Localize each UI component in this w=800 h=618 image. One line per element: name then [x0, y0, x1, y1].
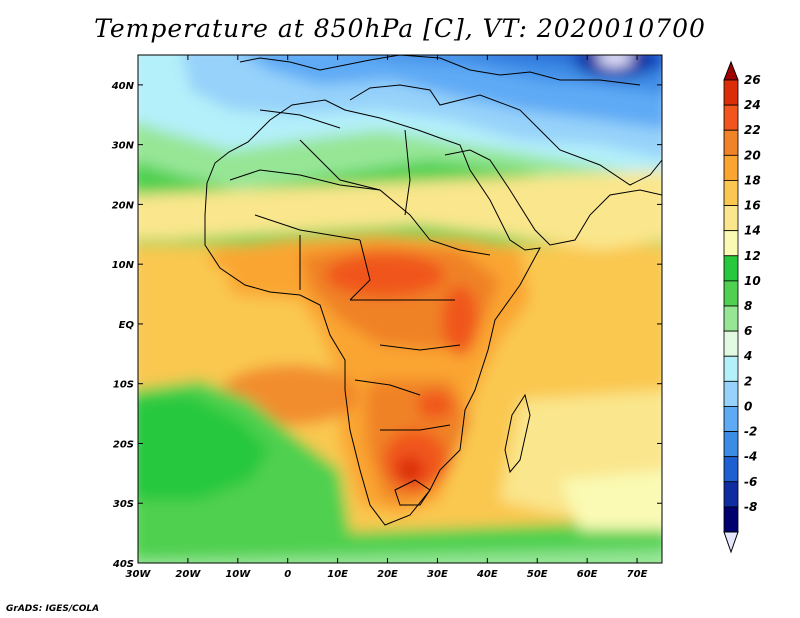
colorbar-label: 20 — [744, 148, 761, 162]
lat-tick-label: 40N — [111, 81, 135, 92]
colorbar-box — [723, 104, 739, 131]
lat-tick-label: 20S — [113, 439, 134, 450]
colorbar-box — [723, 280, 739, 307]
colorbar-label: 6 — [744, 324, 752, 338]
colorbar-box — [723, 431, 739, 458]
colorbar-label: -4 — [744, 450, 757, 464]
colorbar-max-arrow — [723, 60, 739, 81]
lon-tick-label: 40E — [476, 569, 498, 580]
colorbar-label: -2 — [744, 425, 757, 439]
lat-tick-label: 10S — [113, 380, 134, 391]
colorbar-label: 16 — [744, 199, 761, 213]
colorbar-label: 18 — [744, 173, 761, 187]
colorbar-box — [723, 406, 739, 432]
colorbar-label: 26 — [744, 73, 761, 87]
lat-tick-label: 30N — [112, 141, 135, 152]
colorbar-box — [723, 355, 739, 382]
map-title: Temperature at 850hPa [C], VT: 202001070… — [94, 14, 706, 43]
colorbar-box — [723, 456, 739, 483]
colorbar-box — [723, 79, 739, 106]
lon-tick-label: 30E — [427, 569, 448, 580]
lon-tick-label: 20W — [175, 569, 201, 580]
colorbar-label: 2 — [744, 374, 752, 388]
lat-tick-label: 30S — [113, 499, 134, 510]
colorbar-label: 8 — [744, 299, 752, 313]
colorbar-box — [723, 129, 739, 156]
lon-tick-label: 50E — [527, 569, 548, 580]
lon-tick-label: 20E — [377, 569, 398, 580]
colorbar-label: 22 — [744, 123, 761, 137]
colorbar-label: 4 — [743, 349, 752, 363]
colorbar-box — [723, 380, 739, 407]
lon-tick-label: 60E — [577, 569, 598, 580]
colorbar-box — [723, 154, 739, 181]
colorbar-box — [723, 481, 739, 508]
coastlines — [204, 55, 662, 526]
colorbar-label: 14 — [744, 224, 761, 238]
credit-text: GrADS: IGES/COLA — [6, 604, 100, 614]
colorbar-label: 0 — [744, 399, 752, 413]
colorbar-label: 10 — [744, 274, 761, 288]
lon-tick-label: 30W — [126, 569, 152, 580]
colorbar-label: 24 — [744, 98, 761, 112]
colorbar-box — [723, 255, 739, 282]
colorbar-box — [723, 205, 739, 232]
colorbar-min-arrow — [723, 531, 739, 554]
colorbar-box — [723, 330, 739, 357]
colorbar-box — [723, 180, 739, 206]
lon-tick-label: 0 — [284, 569, 291, 580]
colorbar-box — [723, 230, 739, 257]
colorbar-label: -6 — [744, 475, 757, 489]
colorbar-label: 12 — [744, 249, 761, 263]
lat-tick-label: 20N — [112, 200, 135, 211]
lat-tick-label: 40S — [112, 559, 134, 570]
map-frame — [137, 54, 663, 564]
colorbar-box — [723, 305, 739, 332]
lat-tick-label: EQ — [119, 320, 135, 331]
lat-tick-label: 10N — [112, 260, 135, 271]
lon-tick-label: 10W — [225, 569, 251, 580]
colorbar-label: -8 — [744, 500, 757, 514]
axis-ticks: 30W 20W 10W 0 10E 20E 30E 40E 50E 60E 70E 40N 30N 20N… — [111, 55, 662, 580]
lon-tick-label: 70E — [627, 569, 648, 580]
temperature-field — [138, 55, 662, 563]
lon-tick-label: 10E — [327, 569, 348, 580]
colorbar-box — [723, 506, 739, 533]
